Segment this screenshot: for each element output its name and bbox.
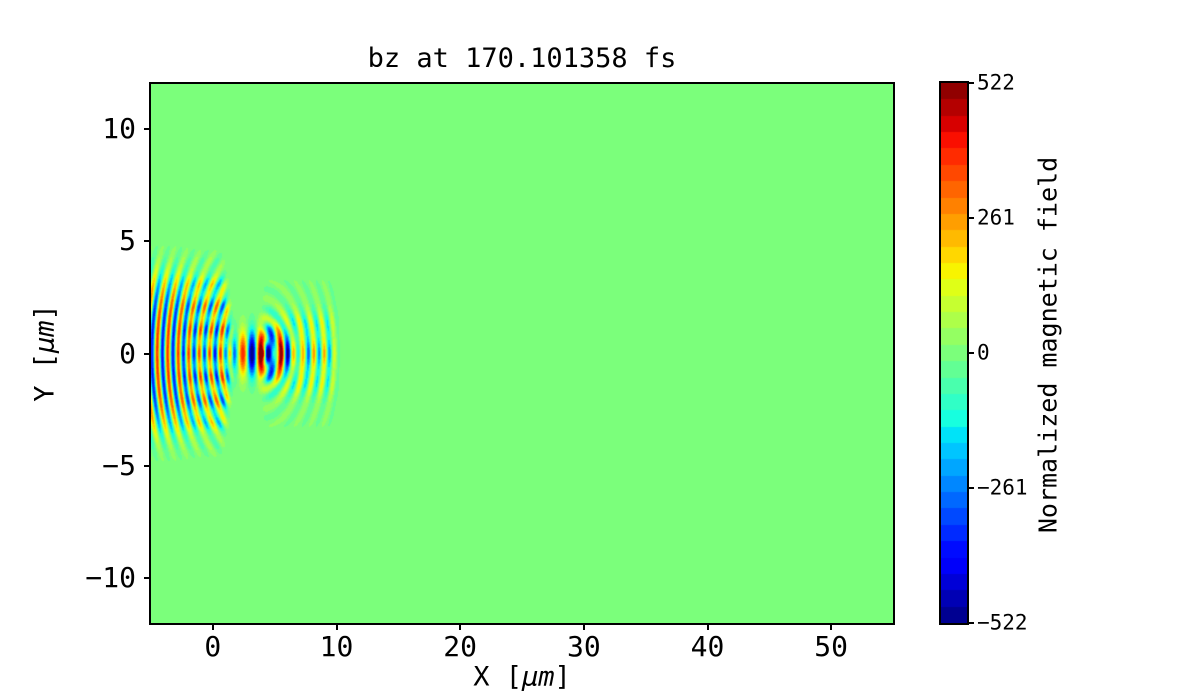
y-axis-label-close: ] xyxy=(29,304,61,321)
x-tick-mark xyxy=(335,623,338,630)
colorbar-tick-label: 522 xyxy=(977,70,1015,95)
x-tick-mark xyxy=(459,623,462,630)
y-axis-label: Y [μm] xyxy=(30,304,61,402)
colorbar-tick-label: 261 xyxy=(977,205,1015,230)
y-tick-label: −5 xyxy=(102,448,136,482)
colorbar-tick-label: −261 xyxy=(977,475,1028,500)
x-tick-mark xyxy=(211,623,214,630)
y-tick-label: 5 xyxy=(119,224,136,258)
x-tick-label: 40 xyxy=(690,630,725,663)
colorbar-tick-mark xyxy=(967,487,974,489)
heatmap-plot xyxy=(151,84,893,623)
x-axis-label-close: ] xyxy=(554,661,571,693)
x-tick-mark xyxy=(706,623,709,630)
colorbar-tick-label: −522 xyxy=(977,610,1028,635)
plot-title: bz at 170.101358 fs xyxy=(367,43,677,74)
colorbar-tick-mark xyxy=(967,622,974,624)
y-tick-mark xyxy=(144,577,151,580)
colorbar-tick-mark xyxy=(967,352,974,354)
colorbar-tick-mark xyxy=(967,82,974,84)
x-tick-label: 50 xyxy=(814,630,849,663)
x-axis-unit: μm xyxy=(522,661,555,693)
x-axis-label: X [μm] xyxy=(473,662,571,693)
x-tick-label: 20 xyxy=(443,630,478,663)
y-axis-unit: μm xyxy=(29,320,61,353)
colorbar-label: Normalized magnetic field xyxy=(1033,156,1063,534)
colorbar-tick-mark xyxy=(967,217,974,219)
colorbar xyxy=(941,83,967,623)
y-tick-label: 10 xyxy=(102,111,136,145)
y-tick-mark xyxy=(144,464,151,467)
y-tick-label: −10 xyxy=(85,561,136,595)
x-tick-mark xyxy=(830,623,833,630)
y-axis-label-text: Y [ xyxy=(29,353,61,402)
colorbar-tick-label: 0 xyxy=(977,340,990,365)
y-tick-label: 0 xyxy=(119,336,136,370)
x-tick-label: 30 xyxy=(566,630,601,663)
x-tick-label: 0 xyxy=(204,630,222,663)
x-tick-label: 10 xyxy=(319,630,354,663)
x-tick-mark xyxy=(582,623,585,630)
y-tick-mark xyxy=(144,352,151,355)
y-tick-mark xyxy=(144,127,151,130)
y-tick-mark xyxy=(144,240,151,243)
x-axis-label-text: X [ xyxy=(473,661,522,693)
